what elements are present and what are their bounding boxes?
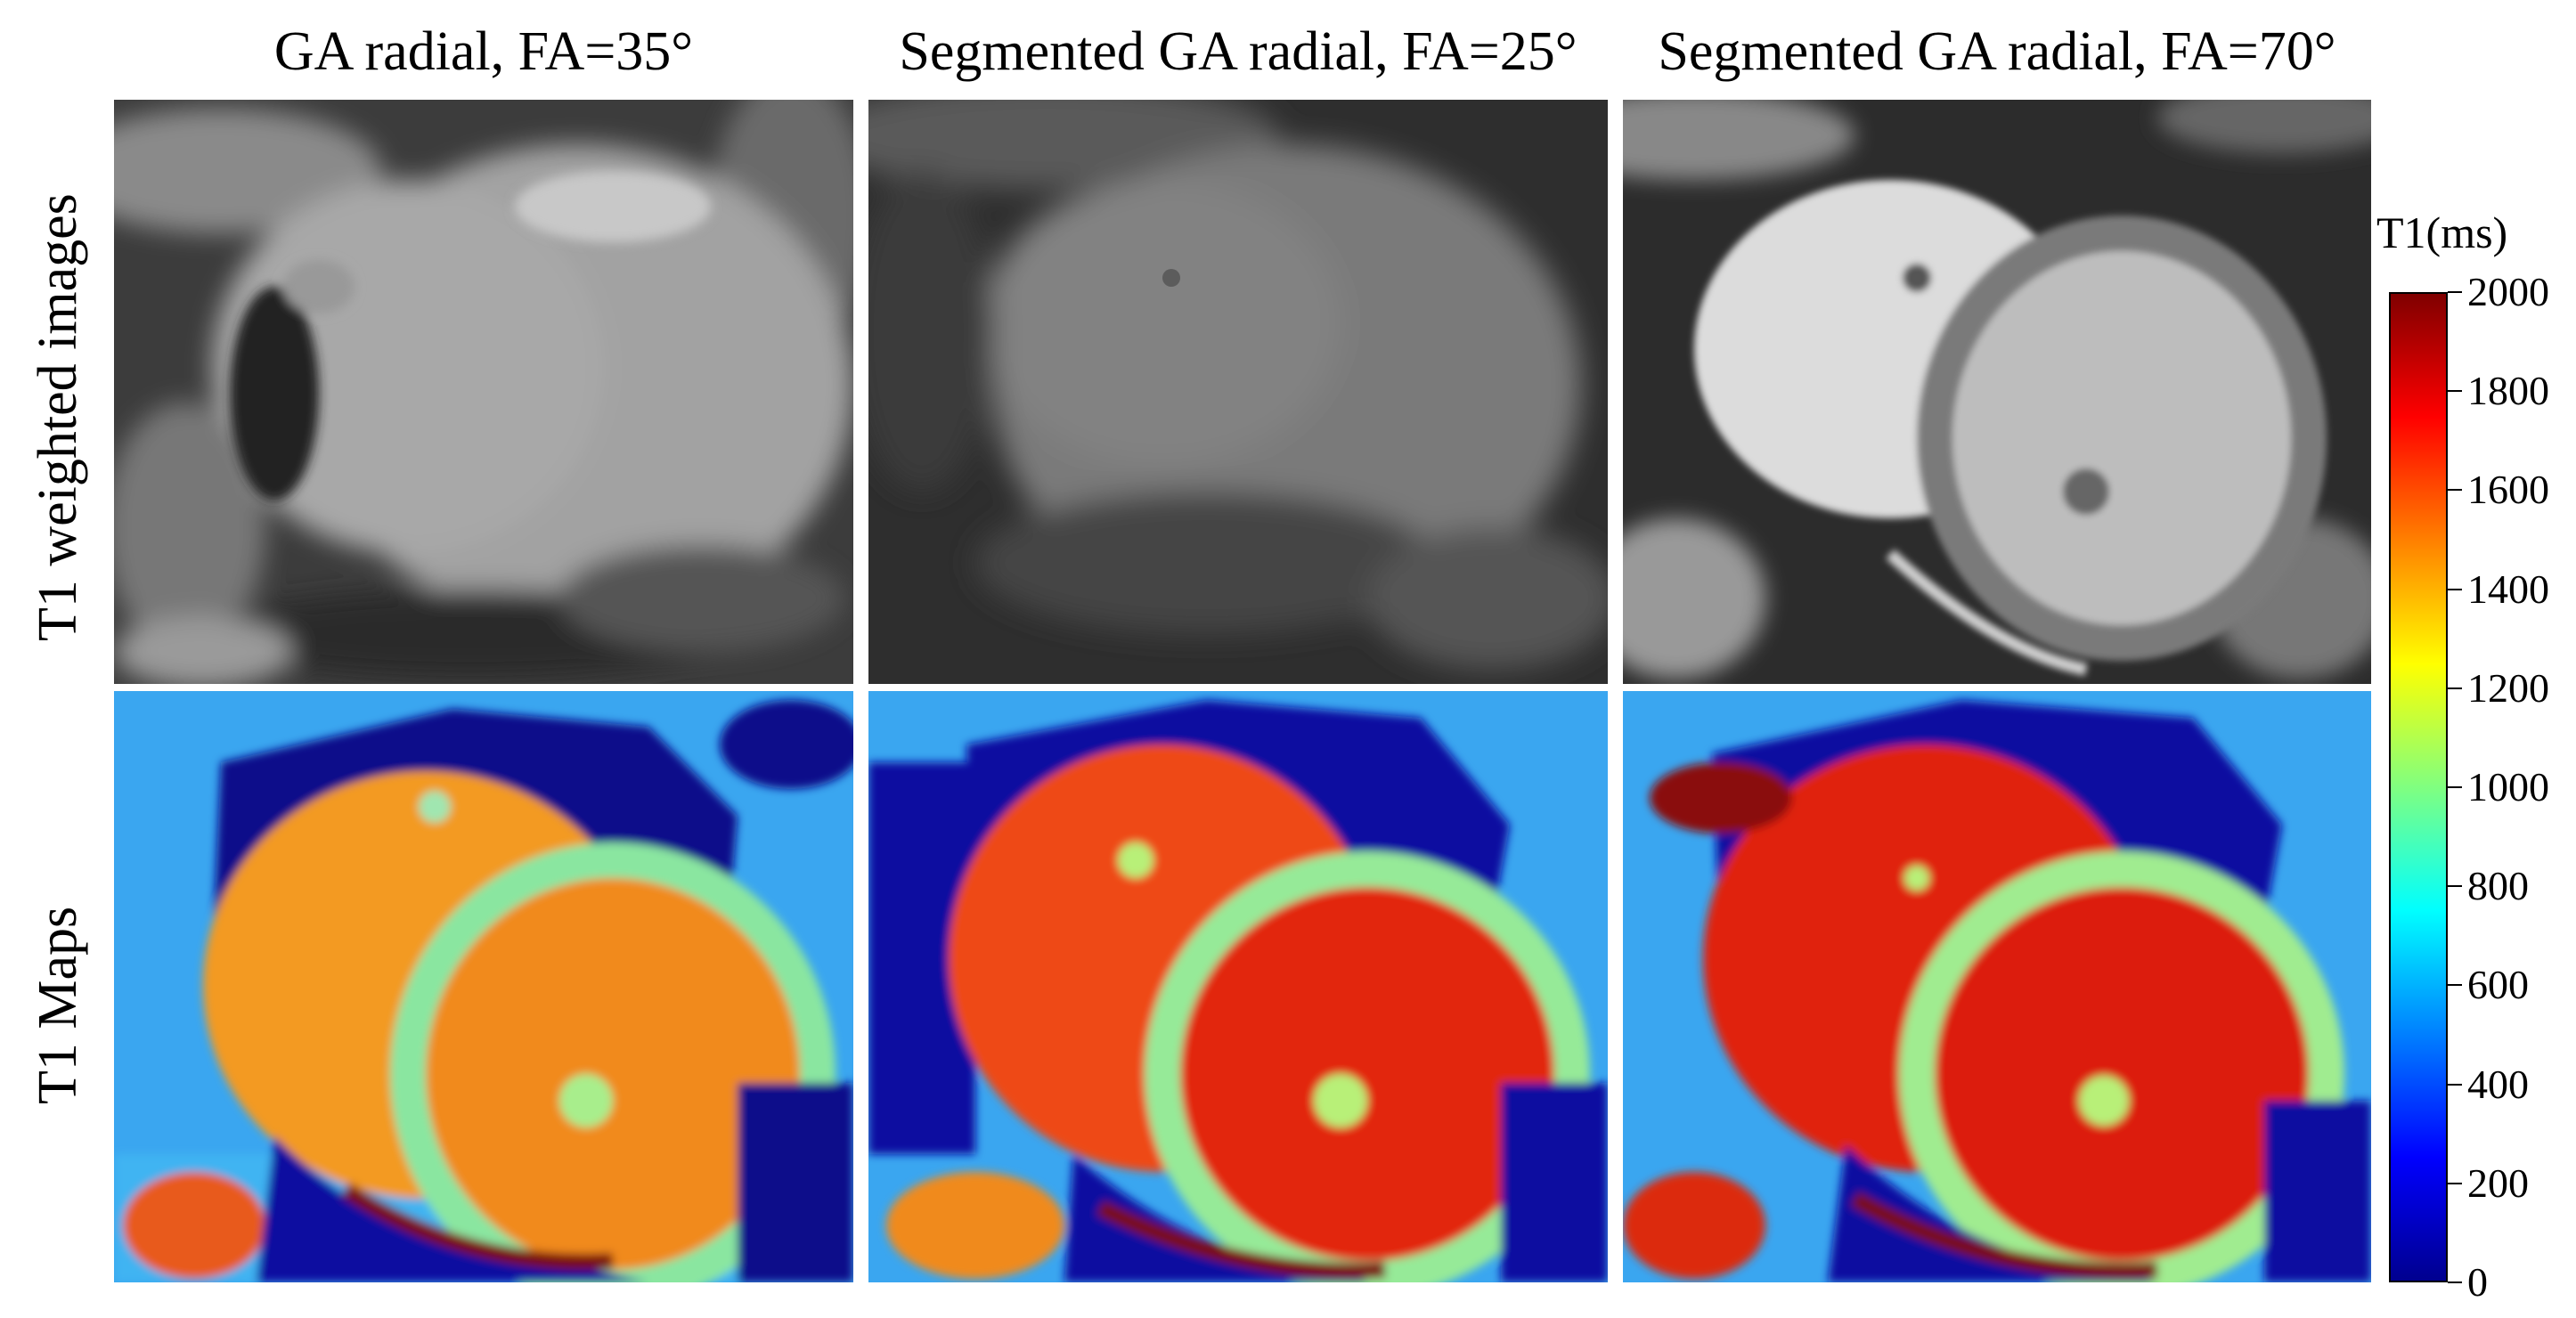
colorbar-tick — [2448, 1281, 2462, 1283]
column-title-ga-radial-35: GA radial, FA=35° — [273, 21, 694, 82]
colorbar-tick — [2448, 984, 2462, 987]
column-title-segmented-25: Segmented GA radial, FA=25° — [899, 21, 1577, 82]
row-label-t1-maps: T1 Maps — [28, 906, 88, 1104]
t1-weighted-image-ga-radial-35 — [114, 100, 853, 684]
colorbar — [2389, 292, 2448, 1282]
colorbar-tick — [2448, 786, 2462, 788]
colorbar-tick-label: 600 — [2467, 962, 2529, 1008]
column-title-segmented-70: Segmented GA radial, FA=70° — [1658, 21, 2336, 82]
colorbar-tick — [2448, 1083, 2462, 1086]
t1-weighted-image-segmented-70 — [1623, 100, 2371, 684]
row-label-t1-weighted: T1 weighted images — [28, 193, 88, 641]
colorbar-title: T1(ms) — [2376, 207, 2508, 257]
colorbar-tick-label: 800 — [2467, 863, 2529, 909]
colorbar-tick-label: 1600 — [2467, 467, 2549, 513]
colorbar-tick — [2448, 291, 2462, 293]
colorbar-tick — [2448, 687, 2462, 689]
colorbar-tick — [2448, 390, 2462, 393]
colorbar-tick — [2448, 885, 2462, 888]
t1-map-segmented-25 — [868, 691, 1608, 1282]
colorbar-tick-label: 1000 — [2467, 764, 2549, 810]
colorbar-tick — [2448, 489, 2462, 492]
colorbar-tick-label: 200 — [2467, 1159, 2529, 1206]
colorbar-tick — [2448, 1182, 2462, 1184]
t1-weighted-image-segmented-25 — [868, 100, 1608, 684]
colorbar-tick-label: 2000 — [2467, 269, 2549, 314]
colorbar-tick-label: 1400 — [2467, 565, 2549, 612]
colorbar-tick — [2448, 588, 2462, 590]
colorbar-tick-label: 0 — [2467, 1259, 2488, 1305]
t1-map-ga-radial-35 — [114, 691, 853, 1282]
t1-map-segmented-70 — [1623, 691, 2371, 1282]
colorbar-tick-label: 400 — [2467, 1061, 2529, 1107]
colorbar-tick-label: 1800 — [2467, 368, 2549, 414]
colorbar-tick-label: 1200 — [2467, 664, 2549, 711]
